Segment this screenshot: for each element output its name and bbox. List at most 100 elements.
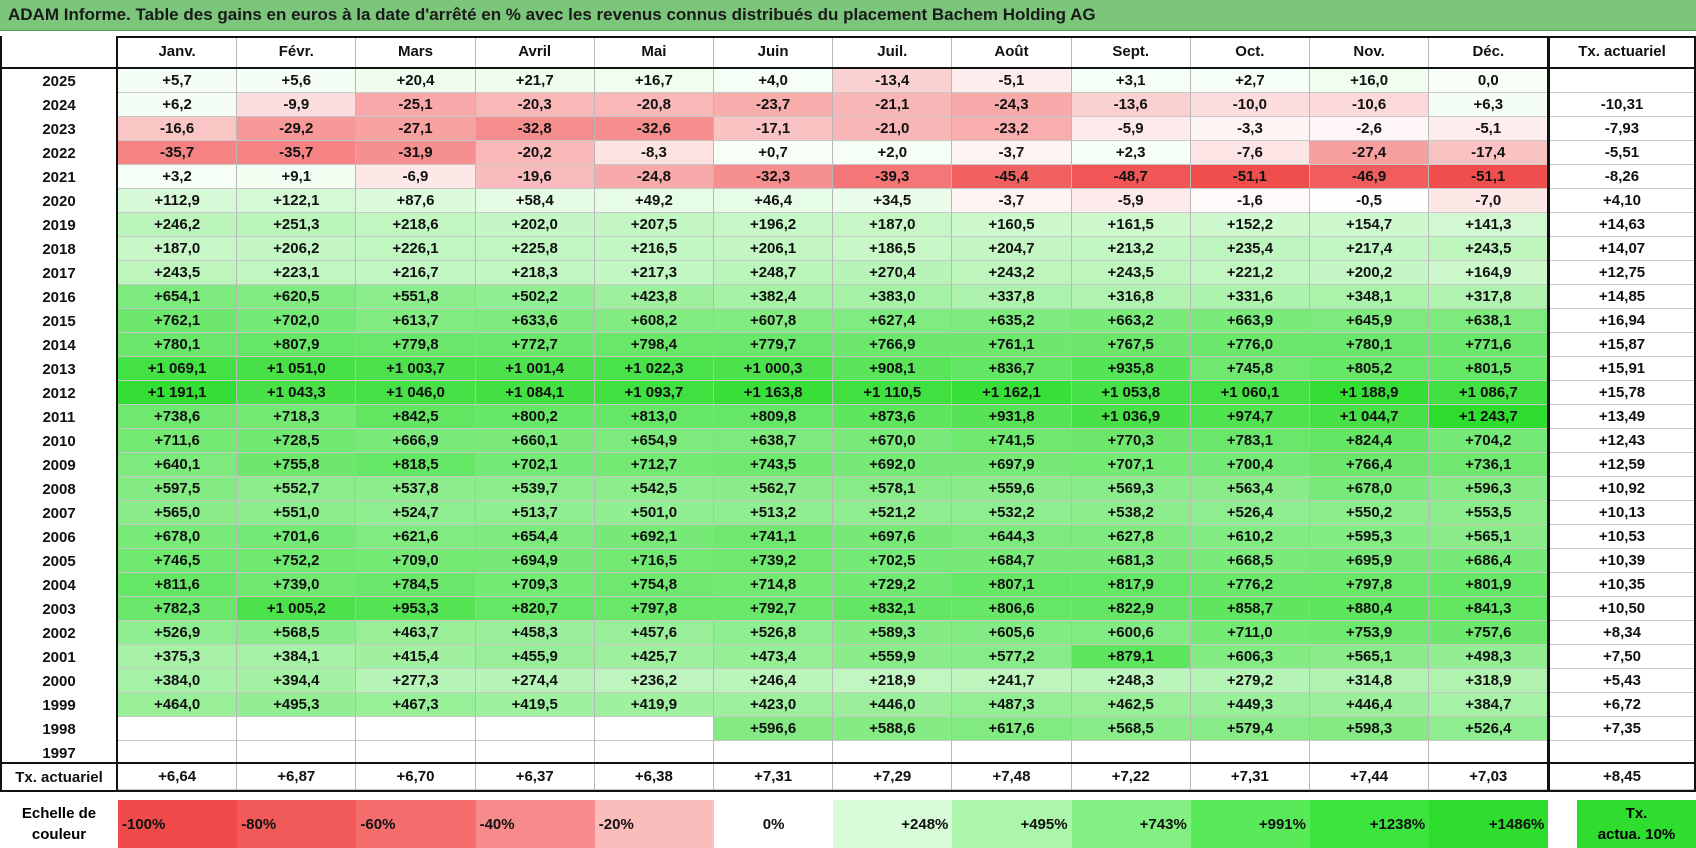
- heatmap-cell: +337,8: [952, 285, 1072, 309]
- heatmap-cell: +873,6: [833, 405, 953, 429]
- heatmap-cell: +714,8: [714, 573, 834, 597]
- heatmap-cell: +524,7: [356, 501, 476, 525]
- heatmap-cell: +701,6: [237, 525, 357, 549]
- heatmap-cell: +832,1: [833, 597, 953, 621]
- heatmap-cell: +87,6: [356, 189, 476, 213]
- heatmap-cell: +563,4: [1190, 477, 1310, 501]
- heatmap-cell: -23,7: [714, 93, 834, 117]
- heatmap-cell: -32,3: [714, 165, 834, 189]
- heatmap-cell: +154,7: [1310, 213, 1430, 237]
- heatmap-cell: +207,5: [594, 213, 714, 237]
- heatmap-cell: +236,2: [594, 669, 714, 693]
- heatmap-cell: +818,5: [356, 453, 476, 477]
- heatmap-cell: +1 053,8: [1071, 381, 1191, 405]
- column-header: Sept.: [1072, 36, 1191, 67]
- heatmap-cell: -39,3: [833, 165, 953, 189]
- heatmap-cell: +822,9: [1071, 597, 1191, 621]
- heatmap-cell: +187,0: [118, 237, 238, 261]
- legend-swatch: +495%: [952, 800, 1072, 848]
- heatmap-cell: +817,9: [1071, 573, 1191, 597]
- heatmap-cell: +767,5: [1071, 333, 1191, 357]
- heatmap-cell: +800,2: [475, 405, 595, 429]
- heatmap-cell: +711,6: [118, 429, 238, 453]
- heatmap-cell: +1 036,9: [1071, 405, 1191, 429]
- row-year-label: 1998: [42, 720, 76, 738]
- heatmap-cell: -35,7: [118, 141, 238, 165]
- heatmap-cell: +842,5: [356, 405, 476, 429]
- rate-column-header: Tx. actuariel: [1549, 36, 1696, 67]
- row-year-label: 2020: [42, 192, 76, 210]
- heatmap-cell: +931,8: [952, 405, 1072, 429]
- heatmap-cell: +314,8: [1310, 669, 1430, 693]
- heatmap-cell: +568,5: [1071, 717, 1191, 741]
- heatmap-cell: +559,6: [952, 477, 1072, 501]
- heatmap-cell: +692,1: [594, 525, 714, 549]
- heatmap-cell: -45,4: [952, 165, 1072, 189]
- heatmap-cell: +754,8: [594, 573, 714, 597]
- row-rate-cell: +10,92: [1549, 477, 1696, 501]
- frame-line: [1549, 762, 1696, 764]
- column-header: Juil.: [833, 36, 953, 67]
- heatmap-cell: +0,7: [714, 141, 834, 165]
- legend-swatch: -60%: [356, 800, 476, 848]
- heatmap-cell: +597,5: [118, 477, 238, 501]
- heatmap-cell: [594, 741, 714, 765]
- column-header: Avril: [476, 36, 595, 67]
- heatmap-cell: +223,1: [237, 261, 357, 285]
- heatmap-cell: +820,7: [475, 597, 595, 621]
- row-year-label: 2008: [42, 480, 76, 498]
- heatmap-cell: +6,3: [1429, 93, 1549, 117]
- heatmap-cell: +745,8: [1190, 357, 1310, 381]
- footer-cell: +7,31: [714, 764, 834, 790]
- heatmap-cell: +243,5: [1429, 237, 1549, 261]
- heatmap-cell: +423,8: [594, 285, 714, 309]
- heatmap-cell: +640,1: [118, 453, 238, 477]
- heatmap-cell: -7,0: [1429, 189, 1549, 213]
- heatmap-cell: +419,9: [594, 693, 714, 717]
- heatmap-cell: +537,8: [356, 477, 476, 501]
- column-header: Août: [952, 36, 1072, 67]
- frame-line: [1694, 36, 1696, 792]
- heatmap-cell: +423,0: [714, 693, 834, 717]
- heatmap-cell: +246,4: [714, 669, 834, 693]
- row-rate-cell: +10,35: [1549, 573, 1696, 597]
- row-year-label: 2004: [42, 576, 76, 594]
- heatmap-cell: +645,9: [1310, 309, 1430, 333]
- legend-rate-line2: actua. 10%: [1597, 826, 1676, 843]
- heatmap-cell: -24,8: [594, 165, 714, 189]
- row-year-label: 2024: [42, 96, 76, 114]
- heatmap-cell: +218,6: [356, 213, 476, 237]
- heatmap-cell: +578,1: [833, 477, 953, 501]
- heatmap-cell: -1,6: [1190, 189, 1310, 213]
- heatmap-cell: +221,2: [1190, 261, 1310, 285]
- heatmap-cell: +46,4: [714, 189, 834, 213]
- heatmap-cell: +666,9: [356, 429, 476, 453]
- heatmap-cell: -24,3: [952, 93, 1072, 117]
- heatmap-cell: +695,9: [1310, 549, 1430, 573]
- heatmap-cell: +1 191,1: [118, 381, 238, 405]
- row-year-label: 2025: [42, 72, 76, 90]
- heatmap-cell: +638,7: [714, 429, 834, 453]
- heatmap-cell: -23,2: [952, 117, 1072, 141]
- heatmap-cell: +498,3: [1429, 645, 1549, 669]
- heatmap-cell: +331,6: [1190, 285, 1310, 309]
- heatmap-cell: +200,2: [1310, 261, 1430, 285]
- footer-cell: +7,44: [1310, 764, 1430, 790]
- column-header: Nov.: [1310, 36, 1430, 67]
- frame-line: [1548, 36, 1551, 790]
- legend-swatch: +1238%: [1310, 800, 1430, 848]
- heatmap-cell: -51,1: [1190, 165, 1310, 189]
- heatmap-cell: -10,6: [1310, 93, 1430, 117]
- row-rate-cell: +7,50: [1549, 645, 1696, 669]
- row-year-label: 2005: [42, 552, 76, 570]
- legend-swatch: -40%: [475, 800, 595, 848]
- heatmap-cell: +4,0: [714, 69, 834, 93]
- frame-line: [0, 762, 1549, 764]
- heatmap-cell: +752,2: [237, 549, 357, 573]
- heatmap-cell: -3,3: [1190, 117, 1310, 141]
- heatmap-cell: -3,7: [952, 141, 1072, 165]
- heatmap-cell: +770,3: [1071, 429, 1191, 453]
- heatmap-cell: +196,2: [714, 213, 834, 237]
- legend-swatch: +248%: [833, 800, 953, 848]
